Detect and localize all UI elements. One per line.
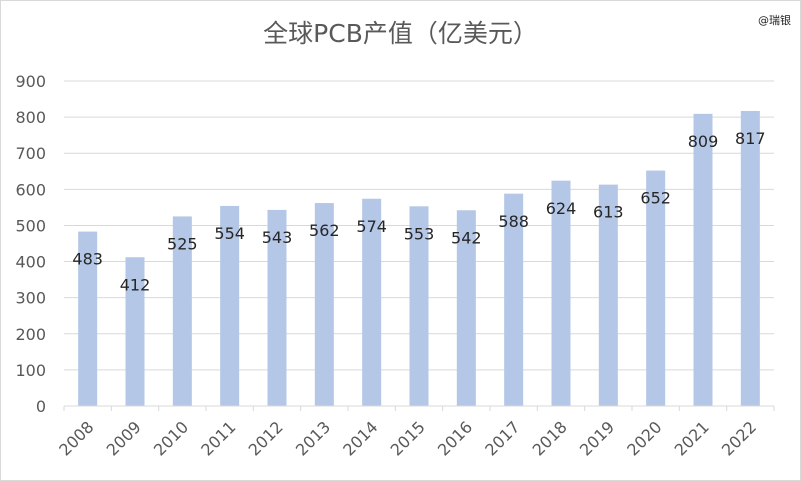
x-tick-label: 2022 bbox=[718, 417, 760, 459]
y-tick-label: 300 bbox=[15, 289, 46, 308]
bar-2018 bbox=[551, 180, 571, 406]
bar-2015 bbox=[409, 206, 429, 406]
bar-2012 bbox=[267, 209, 287, 406]
data-label-2018: 624 bbox=[546, 199, 577, 218]
data-labels: 483 412 525 554 543 562 574 553 542 588 624 613 652 8… bbox=[72, 129, 765, 294]
y-tick-label: 0 bbox=[36, 397, 46, 416]
data-label-2009: 412 bbox=[120, 275, 151, 294]
x-tick-label: 2014 bbox=[339, 417, 381, 459]
data-label-2015: 553 bbox=[404, 224, 435, 243]
watermark: @瑞银 bbox=[758, 14, 791, 27]
x-tick-label: 2011 bbox=[197, 417, 239, 459]
y-tick-label: 500 bbox=[15, 216, 46, 235]
chart-title: 全球PCB产值（亿美元） bbox=[263, 19, 538, 48]
data-label-2019: 613 bbox=[593, 203, 624, 222]
x-tick-label: 2010 bbox=[150, 417, 192, 459]
x-tick-label: 2020 bbox=[623, 417, 665, 459]
bar-2011 bbox=[220, 205, 240, 406]
y-axis-ticks: 0 100 200 300 400 500 600 700 800 900 bbox=[15, 72, 46, 416]
x-tick-label: 2019 bbox=[576, 417, 618, 459]
data-label-2014: 574 bbox=[356, 217, 387, 236]
bar-2013 bbox=[314, 203, 334, 406]
y-tick-label: 100 bbox=[15, 361, 46, 380]
data-label-2012: 543 bbox=[262, 228, 293, 247]
bar-2022 bbox=[740, 110, 760, 406]
x-axis-ticks: 2008 2009 2010 2011 2012 2013 2014 2015 2016 2017… bbox=[55, 406, 775, 460]
bar-2020 bbox=[646, 170, 666, 406]
bar-2019 bbox=[598, 184, 618, 406]
data-label-2011: 554 bbox=[214, 224, 245, 243]
x-tick-label: 2012 bbox=[245, 417, 287, 459]
x-tick-label: 2013 bbox=[292, 417, 334, 459]
x-tick-label: 2009 bbox=[103, 417, 145, 459]
bar-2016 bbox=[456, 210, 476, 406]
x-tick-label: 2016 bbox=[434, 417, 476, 459]
data-label-2010: 525 bbox=[167, 235, 198, 254]
bar-2017 bbox=[504, 193, 524, 406]
data-label-2022: 817 bbox=[735, 129, 766, 148]
x-tick-label: 2015 bbox=[387, 417, 429, 459]
y-tick-label: 400 bbox=[15, 253, 46, 272]
bars bbox=[78, 110, 760, 406]
data-label-2008: 483 bbox=[72, 250, 103, 269]
x-tick-label: 2018 bbox=[529, 417, 571, 459]
y-tick-label: 900 bbox=[15, 72, 46, 91]
y-tick-label: 800 bbox=[15, 108, 46, 127]
bar-2021 bbox=[693, 113, 713, 406]
bar-2008 bbox=[78, 231, 98, 406]
data-label-2021: 809 bbox=[688, 132, 719, 151]
data-label-2017: 588 bbox=[498, 212, 529, 231]
bar-2010 bbox=[172, 216, 192, 406]
x-tick-label: 2008 bbox=[55, 417, 97, 459]
x-tick-label: 2021 bbox=[671, 417, 713, 459]
data-label-2013: 562 bbox=[309, 221, 340, 240]
y-tick-label: 200 bbox=[15, 325, 46, 344]
x-tick-label: 2017 bbox=[481, 417, 523, 459]
bar-2009 bbox=[125, 257, 145, 406]
bar-2014 bbox=[362, 198, 382, 406]
y-tick-label: 600 bbox=[15, 180, 46, 199]
y-tick-label: 700 bbox=[15, 144, 46, 163]
data-label-2020: 652 bbox=[640, 189, 671, 208]
data-label-2016: 542 bbox=[451, 228, 482, 247]
